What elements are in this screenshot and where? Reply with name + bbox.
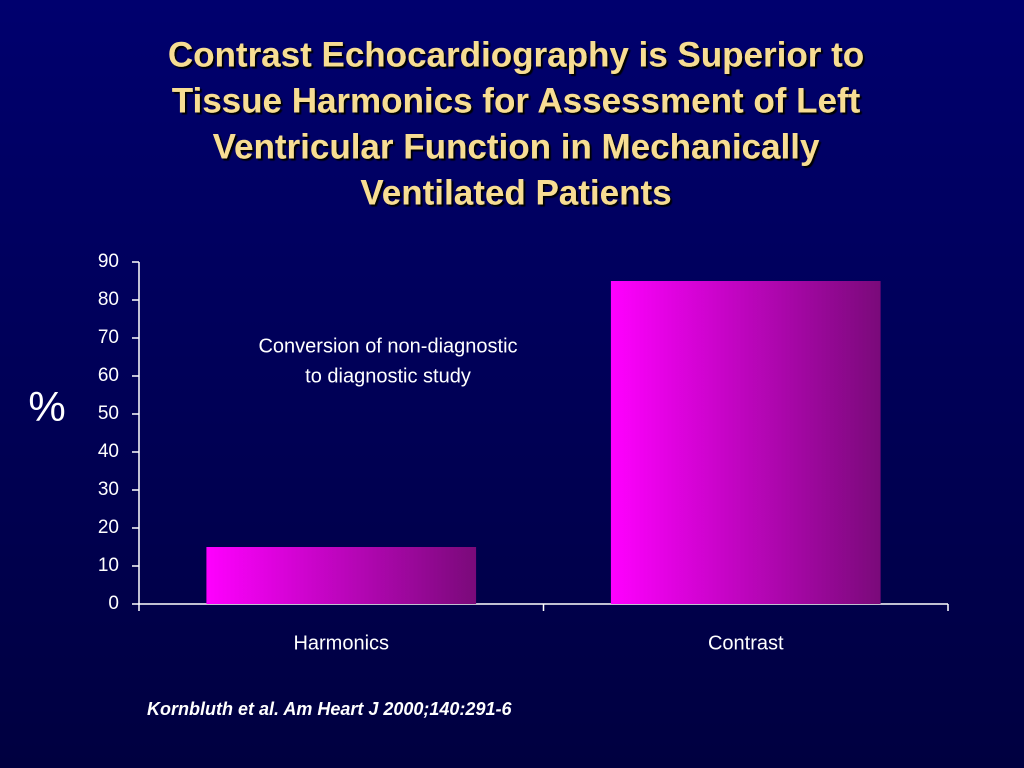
- x-tick-label: Contrast: [708, 632, 784, 654]
- y-tick-label: 70: [98, 327, 119, 348]
- annotation: to diagnostic study: [305, 365, 471, 387]
- y-tick-label: 40: [98, 441, 119, 462]
- bar: [610, 281, 881, 604]
- annotation: Conversion of non-diagnostic: [258, 335, 517, 357]
- x-tick-label: Harmonics: [293, 632, 389, 654]
- y-tick-label: 10: [98, 555, 119, 576]
- title-line: Tissue Harmonics for Assessment of Left: [172, 81, 861, 120]
- y-tick-label: 60: [98, 365, 119, 386]
- title-line: Ventricular Function in Mechanically: [213, 127, 820, 166]
- title-line: Contrast Echocardiography is Superior to: [168, 35, 864, 74]
- y-tick-label: 80: [98, 289, 119, 310]
- y-tick-label: 90: [98, 251, 119, 272]
- y-tick-label: 30: [98, 479, 119, 500]
- bar: [206, 547, 477, 604]
- y-tick-label: 20: [98, 517, 119, 538]
- title-line: Ventilated Patients: [360, 173, 671, 212]
- y-axis-label: %: [28, 383, 65, 430]
- y-tick-label: 50: [98, 403, 119, 424]
- source: Kornbluth et al. Am Heart J 2000;140:291…: [147, 699, 512, 719]
- y-tick-label: 0: [108, 593, 119, 614]
